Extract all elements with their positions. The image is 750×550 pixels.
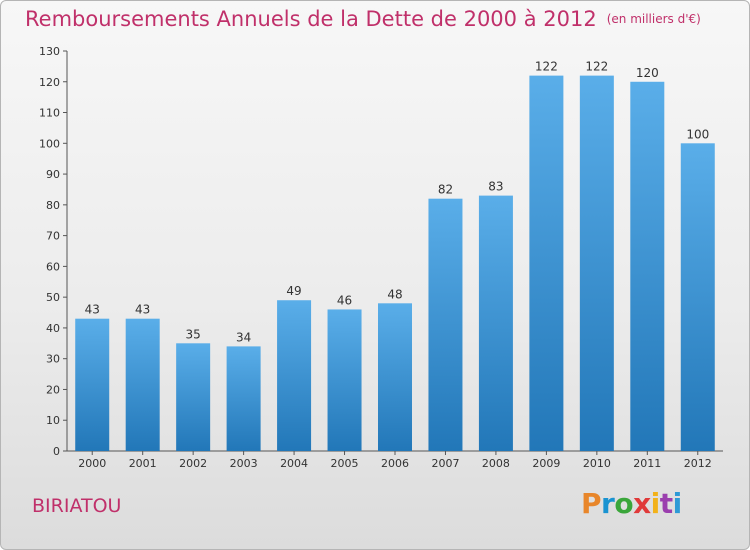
x-tick-label: 2004 [280,457,308,470]
bar [529,75,564,451]
x-tick-label: 2001 [129,457,157,470]
bar-value-label: 122 [585,60,608,74]
chart-title: Remboursements Annuels de la Dette de 20… [25,7,701,31]
bar [176,343,211,451]
bar [680,143,715,452]
logo-letter: P [581,487,602,520]
logo-letter: x [633,487,651,520]
bar-value-label: 43 [85,303,100,317]
x-tick-label: 2002 [179,457,207,470]
bar [226,346,261,451]
bar [75,318,110,451]
logo-letter: i [672,487,683,520]
logo-letter: r [601,487,615,520]
bar-value-label: 82 [438,183,453,197]
bar-value-label: 49 [286,284,301,298]
bar-value-label: 43 [135,303,150,317]
x-tick-label: 2010 [583,457,611,470]
y-tick-label: 20 [46,383,60,396]
logo-letter: i [650,487,661,520]
x-tick-label: 2006 [381,457,409,470]
proxiti-logo[interactable]: Proxiti [581,487,682,520]
y-tick-label: 10 [46,414,60,427]
bar [630,81,665,452]
bar [378,303,412,451]
chart-title-text: Remboursements Annuels de la Dette de 20… [25,7,597,31]
bar-value-label: 34 [236,330,251,344]
bar [327,309,362,451]
x-tick-label: 2005 [331,457,359,470]
y-tick-label: 30 [46,353,60,366]
y-tick-label: 60 [46,260,60,273]
data-labels: 43 43 35 34 49 46 48 82 83 122 122 120 100 [85,60,710,345]
x-tick-label: 2011 [633,457,661,470]
logo-letter: t [659,487,673,520]
x-tick-label: 2009 [532,457,560,470]
y-tick-label: 120 [39,76,60,89]
bar-value-label: 35 [186,327,201,341]
bar-value-label: 120 [636,66,659,80]
bar [428,198,463,451]
bar-value-label: 122 [535,60,558,74]
bars [75,75,715,452]
bar [125,318,160,451]
x-tick-label: 2012 [684,457,712,470]
chart-subtitle: (en milliers d'€) [606,12,701,26]
y-tick-label: 110 [39,107,60,120]
bar [277,300,312,451]
y-tick-label: 70 [46,230,60,243]
bar-value-label: 100 [686,127,709,141]
y-tick-label: 130 [39,45,60,58]
bar-value-label: 83 [488,180,503,194]
x-tick-label: 2007 [431,457,459,470]
bar [579,75,614,451]
y-tick-label: 0 [53,445,60,458]
logo-letter: o [614,487,634,520]
x-tick-label: 2003 [230,457,258,470]
x-tick-label: 2000 [78,457,106,470]
commune-name: BIRIATOU [32,495,122,517]
axes: 0 10 20 30 40 50 60 70 80 90 100 110 120 130 2000 2001 2… [39,45,723,470]
x-tick-label: 2008 [482,457,510,470]
y-tick-label: 80 [46,199,60,212]
y-tick-label: 40 [46,322,60,335]
bar-value-label: 48 [387,287,402,301]
bar [478,195,513,451]
y-tick-label: 50 [46,291,60,304]
y-tick-label: 100 [39,137,60,150]
bar-value-label: 46 [337,293,352,307]
y-tick-label: 90 [46,168,60,181]
